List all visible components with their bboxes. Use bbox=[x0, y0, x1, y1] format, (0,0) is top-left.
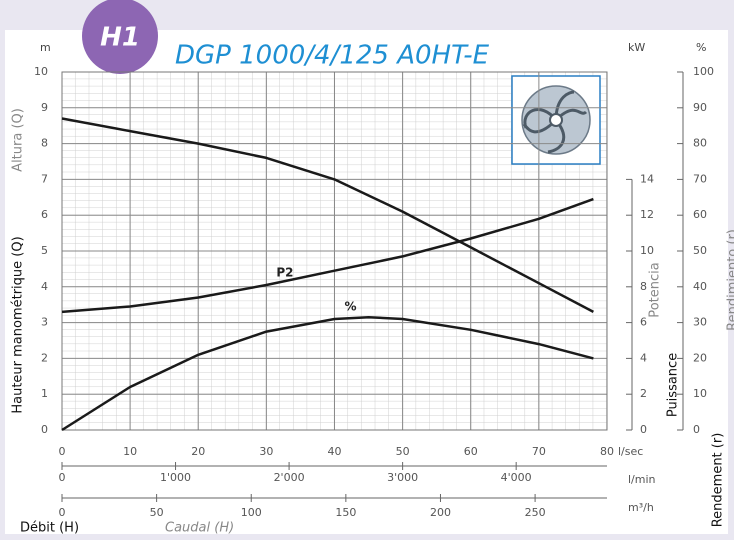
y-tick-label: 6 bbox=[41, 208, 48, 221]
y-label: Hauteur manométrique (Q) bbox=[11, 236, 26, 413]
y3-tick-label: 30 bbox=[693, 316, 707, 329]
y2-tick-label: 6 bbox=[640, 316, 647, 329]
y2-tick-label: 2 bbox=[640, 387, 647, 400]
y-tick-label: 10 bbox=[34, 65, 48, 78]
x-tick-label: 0 bbox=[59, 445, 66, 458]
x3-tick-label: 200 bbox=[430, 506, 451, 519]
y3-tick-label: 10 bbox=[693, 387, 707, 400]
impeller-icon bbox=[511, 75, 601, 165]
y3-tick-label: 60 bbox=[693, 208, 707, 221]
y2-tick-label: 8 bbox=[640, 280, 647, 293]
badge-text: H1 bbox=[100, 23, 140, 53]
x3-tick-label: 0 bbox=[59, 506, 66, 519]
x-tick-label: 30 bbox=[259, 445, 273, 458]
y2-tick-label: 10 bbox=[640, 244, 654, 257]
y2-tick-label: 0 bbox=[640, 423, 647, 436]
y-tick-label: 5 bbox=[41, 244, 48, 257]
y-tick-label: 7 bbox=[41, 172, 48, 185]
y3-label-alt: Rendimiento (r) bbox=[726, 229, 734, 331]
y3-tick-label: 70 bbox=[693, 172, 707, 185]
y-tick-label: 4 bbox=[41, 280, 48, 293]
x-tick-label: 40 bbox=[328, 445, 342, 458]
curve bbox=[61, 117, 594, 314]
y2-tick-label: 4 bbox=[640, 351, 647, 364]
y3-tick-label: 90 bbox=[693, 101, 707, 114]
y-tick-label: 1 bbox=[41, 387, 48, 400]
y2-tick-label: 14 bbox=[640, 172, 654, 185]
y2-unit: kW bbox=[628, 41, 645, 54]
x-tick-label: 80 bbox=[600, 445, 614, 458]
y-tick-label: 3 bbox=[41, 316, 48, 329]
y3-tick-label: 50 bbox=[693, 244, 707, 257]
y3-tick-label: 0 bbox=[693, 423, 700, 436]
x3-tick-label: 100 bbox=[241, 506, 262, 519]
curve bbox=[61, 315, 594, 432]
series-label: P2 bbox=[276, 266, 293, 280]
y-tick-label: 0 bbox=[41, 423, 48, 436]
y3-tick-label: 20 bbox=[693, 351, 707, 364]
curve bbox=[61, 197, 594, 314]
x-tick-label: 50 bbox=[396, 445, 410, 458]
x2-tick-label: 4'000 bbox=[501, 471, 532, 484]
y2-label-alt: Potencia bbox=[648, 262, 663, 317]
x2-tick-label: 2'000 bbox=[274, 471, 305, 484]
y-label-alt: Altura (Q) bbox=[11, 108, 26, 172]
plot-frame bbox=[61, 71, 608, 431]
series-label: % bbox=[345, 300, 357, 314]
y3-unit: % bbox=[696, 41, 706, 54]
x-label-alt: Caudal (H) bbox=[165, 521, 234, 536]
chart-title: DGP 1000/4/125 A0HT-E bbox=[175, 41, 490, 71]
badge bbox=[82, 0, 158, 74]
x3-tick-label: 150 bbox=[335, 506, 356, 519]
x-tick-label: 20 bbox=[191, 445, 205, 458]
x3-tick-label: 250 bbox=[525, 506, 546, 519]
x-unit: l/sec bbox=[618, 445, 643, 458]
y2-label: Puissance bbox=[666, 353, 681, 417]
x-tick-label: 60 bbox=[464, 445, 478, 458]
y3-label: Rendement (r) bbox=[711, 433, 726, 528]
y3-tick-label: 100 bbox=[693, 65, 714, 78]
y3-tick-label: 40 bbox=[693, 280, 707, 293]
y2-tick-label: 12 bbox=[640, 208, 654, 221]
y-unit: m bbox=[40, 41, 51, 54]
x3-unit: m³/h bbox=[628, 501, 654, 514]
x2-tick-label: 1'000 bbox=[160, 471, 191, 484]
x-label: Débit (H) bbox=[20, 521, 79, 536]
y3-tick-label: 80 bbox=[693, 137, 707, 150]
y-tick-label: 2 bbox=[41, 351, 48, 364]
x3-tick-label: 50 bbox=[150, 506, 164, 519]
y-tick-label: 8 bbox=[41, 137, 48, 150]
x2-tick-label: 3'000 bbox=[387, 471, 418, 484]
x2-tick-label: 0 bbox=[59, 471, 66, 484]
x-tick-label: 70 bbox=[532, 445, 546, 458]
y-tick-label: 9 bbox=[41, 101, 48, 114]
x2-unit: l/min bbox=[628, 473, 656, 486]
x-tick-label: 10 bbox=[123, 445, 137, 458]
